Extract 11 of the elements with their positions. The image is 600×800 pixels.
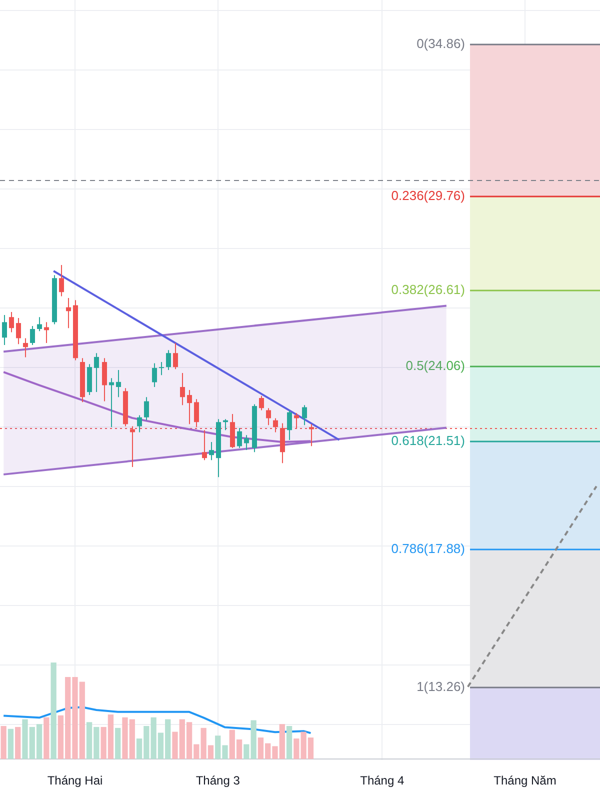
x-tick-label: Tháng 4: [360, 774, 404, 788]
ref-line-label: 1(13.26): [416, 679, 465, 694]
ref-line-label: 0.786(17.88): [391, 541, 465, 556]
x-tick-label: Tháng 3: [196, 774, 240, 788]
x-tick-label: Tháng Năm: [494, 774, 556, 788]
ref-line-label: 0(34.86): [416, 36, 465, 52]
ref-line-label: 0.618(21.51): [391, 433, 465, 448]
ref-line-label: 0.236(29.76): [391, 188, 465, 204]
ref-line-label: 0.382(26.61): [391, 282, 465, 298]
x-tick-label: Tháng Hai: [47, 774, 103, 788]
ref-line-label: 0.5(24.06): [406, 358, 465, 374]
